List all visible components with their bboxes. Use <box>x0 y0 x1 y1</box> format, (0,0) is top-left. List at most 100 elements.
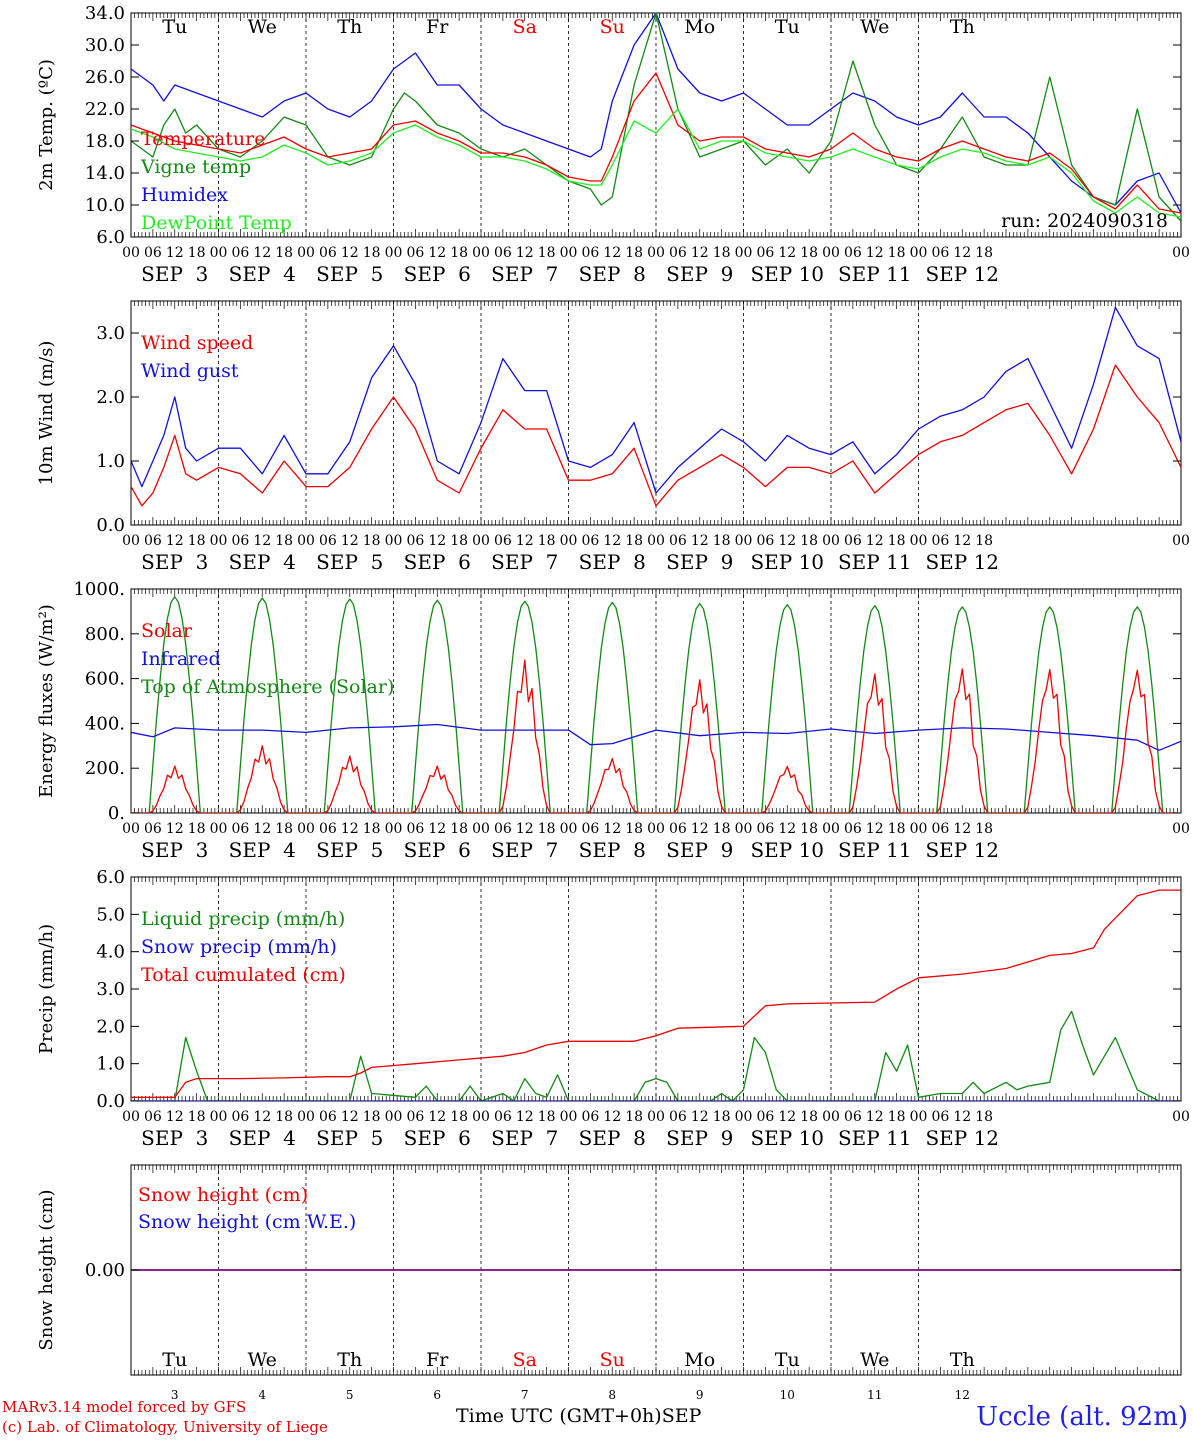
date-label: SEP 3 <box>141 262 208 286</box>
y-axis-title: Precip (mm/h) <box>36 924 57 1054</box>
date-label: SEP 11 <box>838 550 912 574</box>
day-of-week-label: We <box>860 1349 889 1371</box>
hour-tick-label: 00 <box>472 533 490 549</box>
date-label: SEP 3 <box>141 550 208 574</box>
hour-tick-label: 06 <box>231 1109 249 1125</box>
hour-tick-label: 12 <box>866 245 884 261</box>
hour-tick-label: 00 <box>472 821 490 837</box>
legend-entry: Top of Atmosphere (Solar) <box>141 676 394 698</box>
hour-tick-label: 18 <box>975 821 993 837</box>
day-of-week-label: Th <box>337 16 362 38</box>
date-label: SEP 7 <box>491 1126 558 1150</box>
hour-tick-label: 00 <box>735 245 753 261</box>
hour-tick-label: 00 <box>822 245 840 261</box>
date-label: SEP 9 <box>666 838 733 862</box>
date-label: SEP 6 <box>404 838 471 862</box>
date-label: SEP 4 <box>229 1126 296 1150</box>
y-tick-label: 4.0 <box>96 942 125 963</box>
day-number-label: 8 <box>608 1388 616 1402</box>
day-number-label: 9 <box>696 1388 704 1402</box>
day-number-label: 4 <box>258 1388 266 1402</box>
hour-tick-label: 00 <box>210 1109 228 1125</box>
hour-tick-label: 12 <box>166 245 184 261</box>
hour-tick-label: 00 <box>385 821 403 837</box>
y-tick-label: 800. <box>85 624 125 645</box>
hour-tick-label: 00 <box>385 1109 403 1125</box>
date-label: SEP 5 <box>316 838 383 862</box>
y-axis-title: 10m Wind (m/s) <box>36 341 57 486</box>
day-of-week-label: Sa <box>513 16 537 38</box>
hour-tick-label: 06 <box>931 1109 949 1125</box>
hour-tick-label: 12 <box>253 245 271 261</box>
hour-tick-label: 06 <box>406 821 424 837</box>
hour-tick-label: 06 <box>581 245 599 261</box>
hour-tick-label: 12 <box>691 245 709 261</box>
hour-tick-label: 00 <box>735 821 753 837</box>
y-tick-label: 200. <box>85 758 125 779</box>
hour-tick-label: 12 <box>603 245 621 261</box>
hour-tick-label: 18 <box>363 533 381 549</box>
date-label: SEP 10 <box>750 1126 824 1150</box>
legend-entry: Snow precip (mm/h) <box>141 936 337 958</box>
hour-tick-label: 12 <box>341 1109 359 1125</box>
hour-tick-label: 18 <box>625 533 643 549</box>
date-label: SEP 6 <box>404 550 471 574</box>
date-label: SEP 10 <box>750 262 824 286</box>
hour-tick-label: 00 <box>647 533 665 549</box>
hour-tick-label: 06 <box>144 533 162 549</box>
hour-tick-label: 18 <box>713 821 731 837</box>
hour-tick-label: 18 <box>450 821 468 837</box>
hour-tick-label: 12 <box>253 533 271 549</box>
hour-tick-label: 00 <box>560 821 578 837</box>
hour-tick-label: 18 <box>363 821 381 837</box>
hour-tick-label: 12 <box>516 1109 534 1125</box>
hour-tick-label: 00 <box>122 821 140 837</box>
plot-frame <box>130 588 1182 814</box>
hour-tick-label: 12 <box>166 533 184 549</box>
hour-tick-label: 06 <box>319 533 337 549</box>
legend-entry: Snow height (cm) <box>138 1184 308 1206</box>
hour-tick-label: 12 <box>253 821 271 837</box>
hour-tick-label: 12 <box>341 821 359 837</box>
series-line-dewpoint-temp <box>131 108 1181 218</box>
day-number-label: 12 <box>955 1388 970 1402</box>
hour-tick-label: 00 <box>822 1109 840 1125</box>
hour-tick-label: 00 <box>910 1109 928 1125</box>
date-label: SEP 5 <box>316 1126 383 1150</box>
hour-tick-label: 00 <box>210 245 228 261</box>
y-tick-label: 1.0 <box>96 1054 125 1075</box>
hour-tick-label: 12 <box>341 245 359 261</box>
hour-tick-label: 06 <box>231 245 249 261</box>
x-axis-month: SEP <box>661 1405 702 1427</box>
date-label: SEP 5 <box>316 550 383 574</box>
hour-tick-label: 00 <box>822 821 840 837</box>
hour-tick-label: 12 <box>516 533 534 549</box>
hour-tick-label: 18 <box>363 1109 381 1125</box>
hour-tick-label: 00 <box>472 245 490 261</box>
hour-tick-label: 00 <box>560 1109 578 1125</box>
hour-tick-label: 00 <box>1172 245 1190 261</box>
day-number-label: 5 <box>346 1388 354 1402</box>
hour-tick-label: 12 <box>166 821 184 837</box>
date-label: SEP 10 <box>750 838 824 862</box>
x-minor-ticks <box>130 1165 1182 1375</box>
hour-tick-label: 18 <box>800 1109 818 1125</box>
hour-tick-label: 06 <box>756 245 774 261</box>
hour-tick-label: 00 <box>297 245 315 261</box>
date-label: SEP 6 <box>404 262 471 286</box>
hour-tick-label: 18 <box>713 533 731 549</box>
date-label: SEP 4 <box>229 838 296 862</box>
hour-tick-label: 12 <box>691 821 709 837</box>
hour-tick-label: 06 <box>756 1109 774 1125</box>
date-label: SEP 11 <box>838 1126 912 1150</box>
energy-panel: 0. 200. 400. 600. 800. 1000. Energy fluxes (W/… <box>36 579 1190 862</box>
date-label: SEP 7 <box>491 550 558 574</box>
hour-tick-label: 18 <box>188 821 206 837</box>
hour-tick-label: 12 <box>778 245 796 261</box>
date-label: SEP 11 <box>838 838 912 862</box>
series-line-wind-gust <box>131 306 1181 494</box>
hour-tick-label: 12 <box>778 1109 796 1125</box>
run-label: run: 2024090318 <box>1001 210 1168 232</box>
